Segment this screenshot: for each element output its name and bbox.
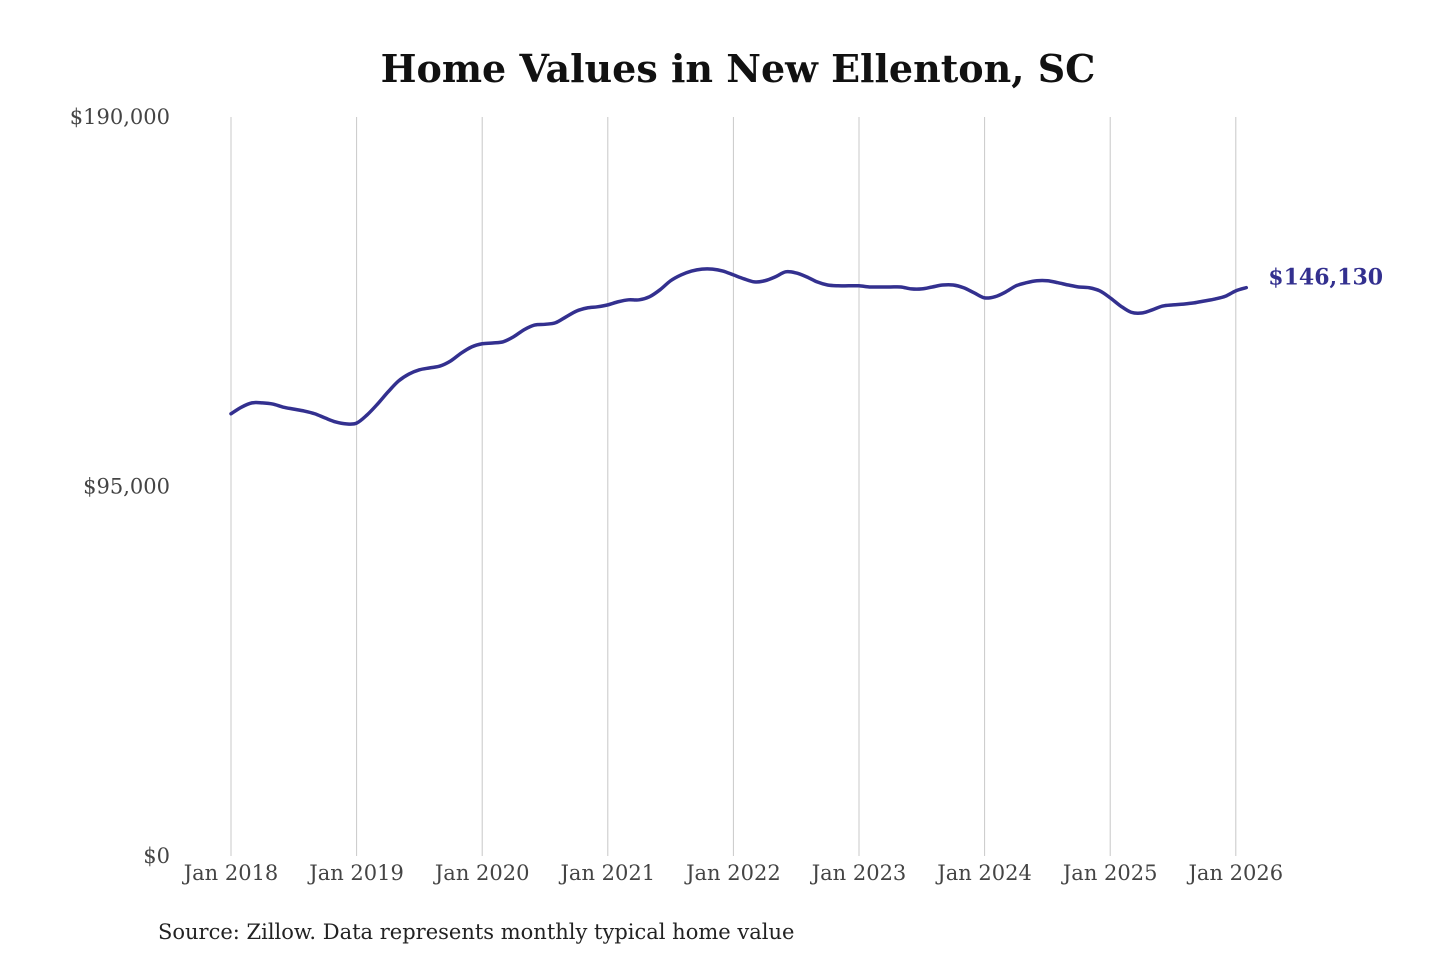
x-tick-label: Jan 2025: [1061, 861, 1158, 885]
x-tick-label: Jan 2023: [810, 861, 907, 885]
x-axis: Jan 2018 Jan 2019 Jan 2020 Jan 2021 Jan 2022…: [182, 861, 1283, 885]
y-axis: $0 $95,000 $190,000: [70, 105, 170, 868]
y-tick-label: $95,000: [83, 475, 170, 499]
x-tick-label: Jan 2026: [1187, 861, 1284, 885]
x-tick-label: Jan 2019: [307, 861, 404, 885]
x-tick-label: Jan 2021: [559, 861, 656, 885]
gridlines: [230, 117, 1237, 856]
y-tick-label: $190,000: [70, 105, 170, 129]
source-note: Source: Zillow. Data represents monthly …: [158, 920, 794, 944]
end-value-label: $146,130: [1268, 265, 1383, 291]
x-tick-label: Jan 2020: [433, 861, 530, 885]
x-tick-label: Jan 2018: [182, 861, 279, 885]
series-line: [229, 267, 1249, 426]
y-tick-label: $0: [143, 844, 170, 868]
x-tick-label: Jan 2024: [935, 861, 1032, 885]
chart-title: Home Values in New Ellenton, SC: [381, 46, 1096, 91]
x-tick-label: Jan 2022: [684, 861, 781, 885]
